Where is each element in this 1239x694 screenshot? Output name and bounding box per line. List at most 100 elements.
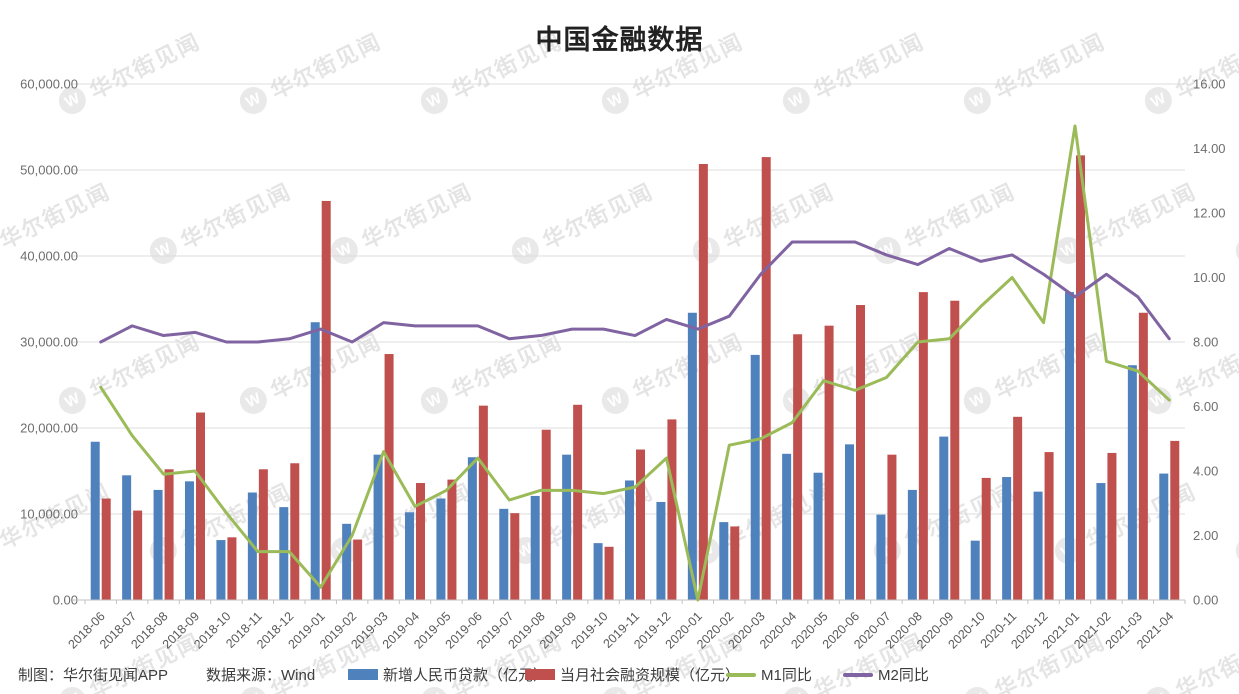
y-axis-left-label: 10,000.00: [20, 507, 78, 522]
bar-new-loans: [530, 495, 540, 600]
y-axis-right-label: 14.00: [1193, 141, 1226, 156]
bar-new-loans: [876, 514, 886, 600]
bar-social-financing: [1170, 440, 1180, 600]
y-axis-left-label: 30,000.00: [20, 335, 78, 350]
bar-social-financing: [1044, 452, 1054, 600]
legend-item-new-loans: 新增人民币贷款（亿元）: [348, 664, 548, 685]
legend-label-social-financing: 当月社会融资规模（亿元）: [560, 667, 741, 684]
bar-social-financing: [541, 429, 551, 600]
bar-new-loans: [216, 540, 226, 600]
y-axis-right-label: 16.00: [1193, 77, 1226, 92]
bar-new-loans: [373, 454, 383, 600]
bar-social-financing: [101, 498, 111, 600]
legend-swatch-social-financing-icon: [525, 669, 555, 680]
bar-social-financing: [824, 325, 834, 600]
bar-social-financing: [384, 354, 394, 600]
bar-social-financing: [1076, 155, 1085, 600]
bar-new-loans: [436, 498, 446, 600]
m1-line: [99, 124, 1171, 602]
bar-social-financing: [1138, 312, 1148, 600]
bar-new-loans: [907, 489, 917, 600]
bar-social-financing: [793, 334, 803, 600]
bar-new-loans: [750, 354, 760, 600]
bar-social-financing: [573, 404, 583, 600]
bar-social-financing: [258, 469, 268, 600]
bar-social-financing: [667, 419, 677, 600]
bar-social-financing: [730, 526, 740, 600]
bar-new-loans: [813, 472, 823, 600]
bar-social-financing: [698, 163, 708, 601]
bar-social-financing: [1013, 416, 1023, 600]
credit-label: 制图：华尔街见闻APP: [18, 667, 169, 684]
bar-social-financing: [510, 513, 520, 600]
bar-new-loans: [279, 507, 289, 600]
legend-item-m1: M1同比: [726, 664, 812, 685]
y-axis-right-label: 0.00: [1193, 593, 1218, 608]
bar-social-financing: [478, 405, 488, 600]
y-axis-left-label: 40,000.00: [20, 249, 78, 264]
bar-new-loans: [1065, 292, 1074, 600]
legend-swatch-new-loans-icon: [348, 669, 378, 680]
source-label: 数据来源：Wind: [206, 667, 316, 684]
legend-item-social-financing: 当月社会融资规模（亿元）: [525, 664, 740, 685]
bar-social-financing: [321, 200, 331, 600]
y-axis-left-label: 60,000.00: [20, 77, 78, 92]
bar-social-financing: [353, 539, 363, 600]
y-axis-left-label: 0.00: [53, 593, 78, 608]
bar-new-loans: [845, 444, 854, 600]
bar-social-financing: [950, 300, 960, 600]
bar-new-loans: [1096, 483, 1106, 600]
bar-social-financing: [918, 292, 928, 600]
bar-social-financing: [416, 483, 425, 600]
bar-new-loans: [185, 481, 194, 600]
legend-label-m1: M1同比: [761, 667, 812, 684]
bar-social-financing: [636, 449, 645, 600]
bar-new-loans: [562, 454, 572, 600]
bar-social-financing: [196, 412, 205, 600]
bar-social-financing: [133, 510, 143, 600]
bar-social-financing: [856, 305, 865, 600]
bar-new-loans: [153, 489, 163, 600]
bar-new-loans: [656, 501, 666, 600]
y-axis-right-label: 4.00: [1193, 464, 1218, 479]
bar-social-financing: [290, 463, 300, 600]
bar-social-financing: [981, 477, 991, 600]
y-axis-right-label: 12.00: [1193, 206, 1226, 221]
bar-new-loans: [593, 543, 603, 600]
legend-swatch-m2-icon: [843, 672, 873, 677]
bar-new-loans: [1159, 473, 1169, 600]
bar-new-loans: [1127, 365, 1137, 600]
y-axis-right-label: 8.00: [1193, 335, 1218, 350]
y-axis-right-label: 10.00: [1193, 270, 1226, 285]
bar-new-loans: [122, 475, 132, 600]
bar-new-loans: [310, 322, 320, 600]
bar-new-loans: [970, 540, 980, 600]
bar-new-loans: [499, 508, 509, 600]
bar-social-financing: [761, 157, 771, 600]
legend-label-m2: M2同比: [878, 667, 929, 684]
legend-label-new-loans: 新增人民币贷款（亿元）: [383, 667, 549, 684]
bar-new-loans: [939, 436, 949, 600]
bar-social-financing: [447, 479, 457, 600]
bar-social-financing: [164, 469, 174, 600]
footer: 制图：华尔街见闻APP 数据来源：Wind 新增人民币贷款（亿元） 当月社会融资…: [0, 660, 1239, 690]
bar-new-loans: [719, 522, 729, 600]
bar-social-financing: [604, 546, 614, 600]
legend-item-m2: M2同比: [843, 664, 929, 685]
y-axis-left-label: 50,000.00: [20, 163, 78, 178]
bar-new-loans: [405, 512, 414, 600]
bar-new-loans: [625, 480, 634, 600]
page-title: 中国金融数据: [535, 25, 704, 55]
bar-new-loans: [687, 312, 697, 600]
bar-social-financing: [227, 537, 237, 600]
legend-swatch-m1-icon: [726, 672, 756, 677]
y-axis-right-label: 2.00: [1193, 528, 1218, 543]
bar-new-loans: [342, 523, 352, 600]
bar-social-financing: [1107, 452, 1117, 600]
bar-new-loans: [1002, 477, 1012, 600]
bar-new-loans: [90, 441, 100, 600]
bar-social-financing: [887, 454, 897, 600]
bar-new-loans: [467, 457, 477, 600]
